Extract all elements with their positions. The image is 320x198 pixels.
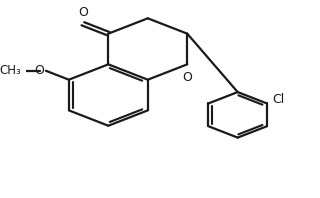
Text: O: O [182,71,192,84]
Text: O: O [35,64,44,77]
Text: Cl: Cl [272,92,284,106]
Text: CH₃: CH₃ [0,64,21,77]
Text: O: O [78,6,88,19]
